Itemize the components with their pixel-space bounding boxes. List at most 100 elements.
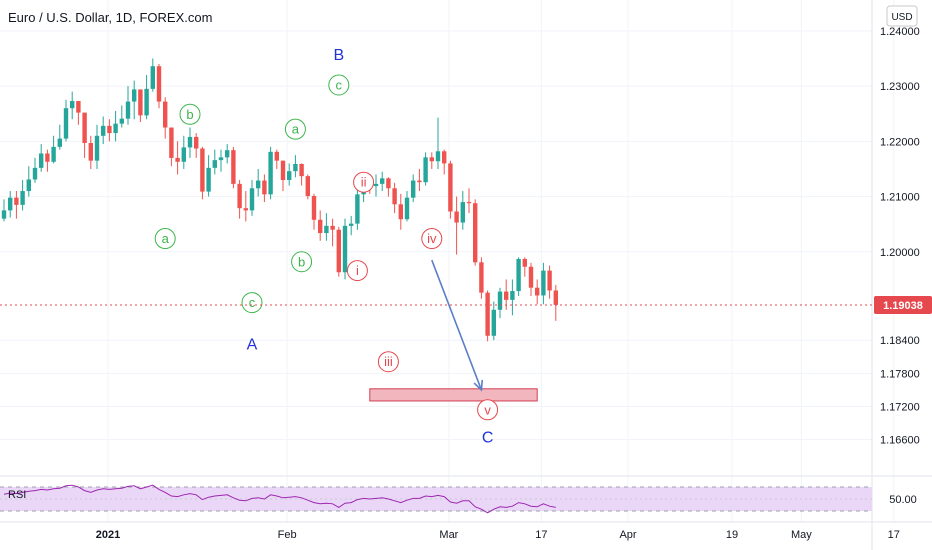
candle xyxy=(448,160,453,219)
candle-body xyxy=(256,180,261,189)
wave-label: v xyxy=(477,399,499,421)
candle xyxy=(194,133,199,158)
candle-body xyxy=(516,258,521,292)
candle-body xyxy=(20,191,25,205)
rsi-label: RSI xyxy=(8,489,26,501)
time-axis[interactable]: 2021 Feb Mar 17 Apr 19 May 17 xyxy=(96,529,900,541)
price-axis[interactable]: 1.24000 1.23000 1.22000 1.21000 1.20000 1.184… xyxy=(880,26,920,447)
candle-body xyxy=(225,150,230,158)
candle-body xyxy=(398,204,403,220)
candle xyxy=(218,149,224,172)
candle-body xyxy=(1,210,7,219)
candle-body xyxy=(485,292,490,336)
candle xyxy=(51,135,56,164)
candle xyxy=(231,146,236,189)
candle-body xyxy=(113,123,118,134)
candle-body xyxy=(311,196,317,220)
candle xyxy=(225,144,230,164)
x-tick-label: 19 xyxy=(726,529,738,541)
candle-body xyxy=(163,101,168,128)
target-zone xyxy=(369,388,538,402)
candle-body xyxy=(150,66,155,89)
candle-body xyxy=(435,151,441,162)
candle-body xyxy=(268,151,273,195)
candle xyxy=(144,75,149,120)
candle-body xyxy=(212,160,217,168)
candle xyxy=(262,174,267,203)
candle xyxy=(429,152,434,169)
candle-body xyxy=(156,66,162,102)
candle-body xyxy=(194,136,199,149)
candle xyxy=(547,265,552,299)
candle-body xyxy=(57,138,62,147)
wave-label-circle xyxy=(421,228,443,250)
wave-label: a xyxy=(284,118,306,140)
candle xyxy=(45,149,50,172)
candle xyxy=(175,141,180,175)
candle-body xyxy=(553,290,558,305)
y-tick-label: 1.17200 xyxy=(880,401,920,413)
candle-body xyxy=(280,160,286,180)
candle-body xyxy=(101,125,106,136)
candle xyxy=(305,174,310,200)
candle xyxy=(187,127,193,158)
last-price-label: 1.19038 xyxy=(874,295,932,314)
candle xyxy=(541,262,546,305)
candle xyxy=(256,168,261,197)
candle xyxy=(553,284,558,321)
candle xyxy=(293,155,298,178)
wave-label: iv xyxy=(421,228,443,250)
candle-body xyxy=(342,225,348,273)
wave-label-text: c xyxy=(336,77,343,92)
x-tick-label: 17 xyxy=(888,529,900,541)
wave-label-major: A xyxy=(247,337,258,354)
wave-label-text: iv xyxy=(427,231,437,246)
candle-body xyxy=(132,89,137,102)
candle xyxy=(63,99,69,142)
candle-body xyxy=(51,146,56,162)
candle xyxy=(355,188,360,230)
candle-body xyxy=(510,291,515,300)
candle-body xyxy=(473,203,478,263)
y-tick-label: 1.23000 xyxy=(880,81,920,93)
candle-body xyxy=(243,208,248,211)
candle-body xyxy=(88,142,93,161)
wave-label-circle xyxy=(284,118,306,140)
candle-body xyxy=(442,151,447,164)
wave-label-circle xyxy=(328,74,350,96)
candle-body xyxy=(423,157,428,183)
candle xyxy=(181,135,186,169)
candle xyxy=(460,191,465,230)
candle-body xyxy=(448,163,453,212)
candle xyxy=(528,262,534,296)
target-zone-group xyxy=(369,388,538,402)
y-tick-label: 1.18400 xyxy=(880,335,920,347)
candle-body xyxy=(454,211,459,223)
candle xyxy=(268,146,273,200)
candle xyxy=(417,168,422,192)
candle xyxy=(435,117,441,169)
currency-badge[interactable]: USD xyxy=(886,5,918,27)
candle-body xyxy=(404,197,410,220)
wave-label-circle xyxy=(377,351,399,373)
candle xyxy=(169,127,174,167)
candle-body xyxy=(547,270,552,291)
candle xyxy=(138,89,143,122)
wave-label-major: B xyxy=(333,47,344,64)
candle xyxy=(342,218,348,280)
candle xyxy=(299,163,304,186)
candle xyxy=(249,180,255,216)
candle xyxy=(466,188,472,214)
candle xyxy=(479,257,484,299)
candle xyxy=(324,213,329,241)
candle xyxy=(398,193,403,230)
candle-body xyxy=(63,108,69,139)
chart-title: Euro / U.S. Dollar, 1D, FOREX.com xyxy=(8,10,212,25)
candle-body xyxy=(169,127,174,158)
candle-body xyxy=(305,176,310,197)
wave-label-text: a xyxy=(162,231,170,246)
candle xyxy=(336,226,341,277)
wave-label-circle xyxy=(241,292,263,314)
